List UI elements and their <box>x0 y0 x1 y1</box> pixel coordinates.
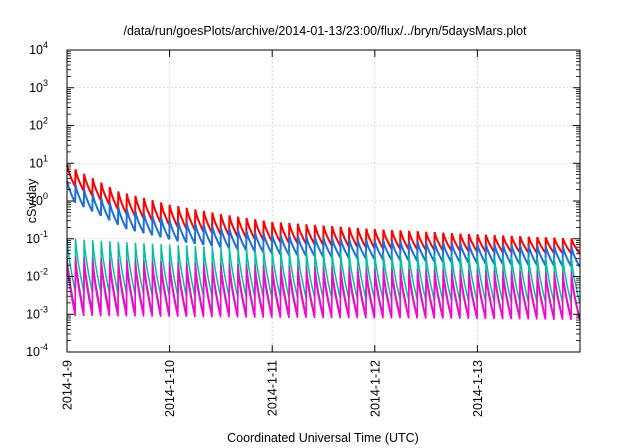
x-axis-label: Coordinated Universal Time (UTC) <box>227 431 419 445</box>
y-tick-label: 10-1 <box>26 229 48 246</box>
y-tick-label: 10-3 <box>26 304 48 321</box>
y-tick-labels: 10-4 10-3 10-2 10-1 100 101 102 103 104 <box>26 40 48 359</box>
y-tick-label: 10-4 <box>26 342 48 359</box>
ticks <box>66 49 580 353</box>
y-tick-label: 102 <box>29 116 48 133</box>
x-tick-label: 2014-1-12 <box>368 360 382 417</box>
y-tick-label: 103 <box>29 78 48 95</box>
series-layer <box>66 164 581 321</box>
x-tick-label: 2014-1-10 <box>163 360 177 417</box>
y-tick-label: 101 <box>29 153 48 170</box>
x-tick-labels: 2014-1-9 2014-1-10 2014-1-11 2014-1-12 2014-… <box>61 360 485 417</box>
y-tick-label: 100 <box>29 191 48 208</box>
x-tick-label: 2014-1-13 <box>471 360 485 417</box>
y-tick-label: 10-2 <box>26 267 48 284</box>
x-tick-label: 2014-1-11 <box>266 360 280 416</box>
chart-title: /data/run/goesPlots/archive/2014-01-13/2… <box>123 24 527 38</box>
y-tick-label: 104 <box>29 40 48 57</box>
x-tick-label: 2014-1-9 <box>61 360 75 410</box>
y-axis-label: cSv/day <box>25 178 39 223</box>
series-line <box>66 261 581 321</box>
